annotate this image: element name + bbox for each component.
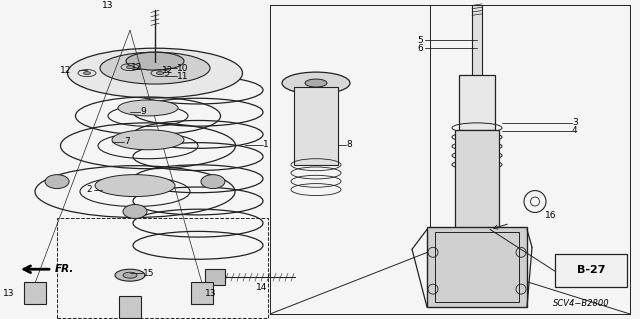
Ellipse shape [123,204,147,219]
Text: 9: 9 [140,108,146,116]
Text: 3: 3 [572,118,578,127]
Ellipse shape [33,290,38,295]
Ellipse shape [112,130,184,150]
Text: 16: 16 [545,211,557,220]
Bar [472,5,482,75]
Bar [427,227,527,307]
Text: 13: 13 [205,289,216,298]
Text: 6: 6 [417,44,423,53]
Ellipse shape [201,174,225,189]
Text: 2: 2 [86,185,92,194]
Ellipse shape [67,48,243,98]
Ellipse shape [100,52,210,84]
Text: 12: 12 [162,66,173,75]
Text: B-27: B-27 [577,265,605,275]
Text: 15: 15 [143,269,154,278]
Ellipse shape [115,269,145,281]
FancyBboxPatch shape [119,296,141,318]
Text: 7: 7 [124,137,130,146]
Ellipse shape [127,304,132,308]
Ellipse shape [29,286,41,298]
Text: 1: 1 [263,140,269,149]
Ellipse shape [118,100,178,116]
Text: 8: 8 [346,140,352,149]
Ellipse shape [45,174,69,189]
Text: 4: 4 [572,126,578,135]
Ellipse shape [124,300,136,312]
Text: SCV4−B2800: SCV4−B2800 [554,299,610,308]
Ellipse shape [126,52,184,70]
Bar [435,232,519,302]
Text: 14: 14 [256,283,268,292]
Text: 12: 12 [131,63,142,72]
Bar [205,269,225,285]
FancyBboxPatch shape [191,282,213,304]
Text: FR.: FR. [55,264,74,274]
Text: 11: 11 [177,71,189,81]
Text: 10: 10 [177,63,189,73]
Ellipse shape [200,290,205,295]
Ellipse shape [83,71,90,75]
FancyBboxPatch shape [24,282,46,304]
Ellipse shape [123,272,137,278]
Text: 13: 13 [3,289,15,298]
Bar [455,130,499,229]
Ellipse shape [95,174,175,197]
Ellipse shape [305,79,327,87]
Ellipse shape [282,72,350,94]
Ellipse shape [196,286,208,298]
Bar [459,75,495,130]
Text: 5: 5 [417,36,423,45]
Bar [294,87,338,165]
Text: 13: 13 [102,1,114,10]
Text: 12: 12 [60,66,72,75]
Ellipse shape [157,71,163,75]
Bar [57,219,268,318]
Ellipse shape [127,66,134,69]
Bar [555,254,627,287]
